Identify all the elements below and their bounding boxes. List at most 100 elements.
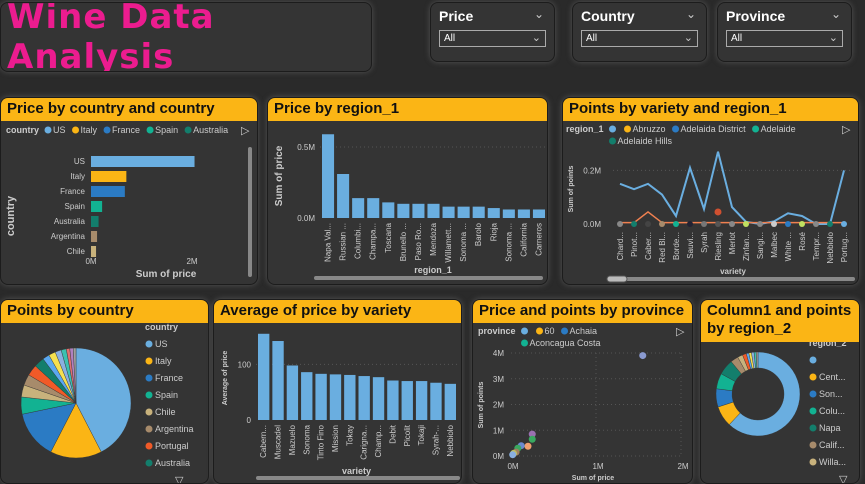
bar[interactable] (358, 376, 370, 420)
legend-item[interactable]: Aconcagua Costa (530, 338, 601, 348)
price-slicer[interactable]: Price ⌄ All ⌄ (430, 2, 555, 62)
points-by-country-visual[interactable]: Points by country country US Italy France Spa… (0, 299, 209, 484)
bar[interactable] (444, 383, 456, 420)
bar[interactable] (315, 373, 327, 420)
bar[interactable] (427, 203, 440, 218)
legend-item[interactable]: Achaia (570, 326, 598, 336)
legend-next-icon[interactable]: ▷ (241, 125, 250, 137)
bar[interactable] (91, 156, 195, 167)
bar[interactable] (91, 216, 99, 227)
data-point[interactable] (714, 208, 722, 216)
horizontal-scrollbar[interactable] (256, 476, 460, 480)
horizontal-scrollbar[interactable] (607, 277, 855, 281)
bar[interactable] (382, 202, 395, 218)
bar[interactable] (301, 372, 313, 420)
bar[interactable] (442, 206, 455, 218)
data-point[interactable] (639, 352, 647, 360)
vertical-scrollbar[interactable] (248, 147, 252, 277)
bar[interactable] (430, 382, 442, 420)
data-point[interactable] (509, 451, 517, 459)
price-dropdown[interactable]: All ⌄ (439, 30, 546, 47)
chevron-down-icon[interactable]: ⌄ (533, 7, 544, 21)
bar[interactable] (387, 380, 399, 420)
chevron-down-icon[interactable]: ⌄ (685, 7, 696, 21)
bar[interactable] (457, 206, 470, 218)
legend-item[interactable]: Portugal (155, 441, 189, 451)
legend-item[interactable]: Spain (155, 125, 178, 135)
price-points-by-province-visual[interactable]: Price and points by province province 60 Ac… (472, 299, 693, 484)
slice[interactable] (72, 347, 77, 404)
bar[interactable] (337, 174, 350, 218)
legend-item[interactable]: Willa... (819, 457, 846, 467)
bar[interactable] (352, 198, 365, 218)
legend-item[interactable]: 60 (545, 326, 555, 336)
legend-scroll-down-icon[interactable]: ▽ (839, 474, 848, 484)
bar[interactable] (412, 203, 425, 218)
scrollbar-thumb[interactable] (606, 275, 628, 283)
bar[interactable] (322, 134, 335, 218)
points-by-variety-visual[interactable]: Points by variety and region_1 region_1 Ab… (562, 97, 859, 285)
bar[interactable] (517, 209, 530, 218)
bar[interactable] (91, 246, 97, 257)
slice[interactable] (755, 351, 759, 369)
legend-item[interactable]: Adelaide (761, 124, 796, 134)
legend-item[interactable]: US (155, 339, 168, 349)
legend-item[interactable]: France (155, 373, 183, 383)
legend-item[interactable]: US (53, 125, 66, 135)
legend-scroll-down-icon[interactable]: ▽ (175, 475, 184, 484)
horizontal-scrollbar[interactable] (314, 276, 543, 280)
series-line[interactable] (619, 151, 845, 226)
legend-item[interactable]: Italy (155, 356, 172, 366)
country-slicer[interactable]: Country ⌄ All ⌄ (572, 2, 707, 62)
data-point[interactable] (524, 442, 532, 450)
avg-price-by-variety-visual[interactable]: Average of price by variety 0 100 Cabern...… (213, 299, 462, 484)
legend-marker (609, 137, 617, 145)
legend-item[interactable]: Australia (193, 125, 228, 135)
bar[interactable] (91, 201, 103, 212)
data-point[interactable] (528, 435, 536, 443)
legend-item[interactable]: Colu... (819, 406, 845, 416)
legend-next-icon[interactable]: ▷ (676, 326, 685, 338)
slice[interactable] (75, 347, 132, 453)
bar[interactable] (344, 374, 356, 420)
legend-item[interactable]: France (112, 125, 140, 135)
data-point[interactable] (528, 430, 536, 438)
bar[interactable] (401, 381, 413, 420)
bar[interactable] (472, 206, 485, 218)
bar[interactable] (91, 186, 125, 197)
bar[interactable] (532, 209, 545, 218)
bar[interactable] (415, 381, 428, 420)
legend-item[interactable]: Son... (819, 389, 843, 399)
bar[interactable] (487, 208, 500, 218)
bar[interactable] (258, 333, 270, 420)
column1-by-region2-visual[interactable]: Column1 and points by region_2 region_2 Ce… (700, 299, 860, 484)
legend-item[interactable]: Napa (819, 423, 841, 433)
legend-item[interactable]: Calif... (819, 440, 845, 450)
legend-item[interactable]: Abruzzo (633, 124, 666, 134)
legend-item[interactable]: Australia (155, 458, 190, 468)
slice[interactable] (50, 402, 102, 459)
province-dropdown[interactable]: All ⌄ (726, 30, 843, 47)
bar[interactable] (502, 209, 515, 218)
legend-item[interactable]: Cent... (819, 372, 846, 382)
country-dropdown[interactable]: All ⌄ (581, 30, 698, 47)
chevron-down-icon[interactable]: ⌄ (830, 7, 841, 21)
bar[interactable] (329, 374, 342, 420)
province-slicer[interactable]: Province ⌄ All ⌄ (717, 2, 852, 62)
legend-item[interactable]: Spain (155, 390, 178, 400)
legend-item[interactable]: Chile (155, 407, 176, 417)
bar[interactable] (286, 365, 299, 420)
bar[interactable] (91, 231, 98, 242)
bar[interactable] (372, 377, 385, 420)
legend-item[interactable]: Adelaida District (681, 124, 747, 134)
legend-item[interactable]: Argentina (155, 424, 194, 434)
price-by-country-visual[interactable]: Price by country and country country US Ita… (0, 97, 258, 285)
bar[interactable] (397, 203, 410, 218)
bar[interactable] (91, 171, 127, 182)
legend-item[interactable]: Italy (81, 125, 98, 135)
bar[interactable] (367, 198, 380, 218)
bar[interactable] (272, 341, 284, 420)
legend-next-icon[interactable]: ▷ (842, 124, 851, 136)
legend-item[interactable]: Adelaide Hills (618, 136, 673, 146)
price-by-region-visual[interactable]: Price by region_1 0.0M 0.5M Napa Val... Russ… (267, 97, 548, 285)
